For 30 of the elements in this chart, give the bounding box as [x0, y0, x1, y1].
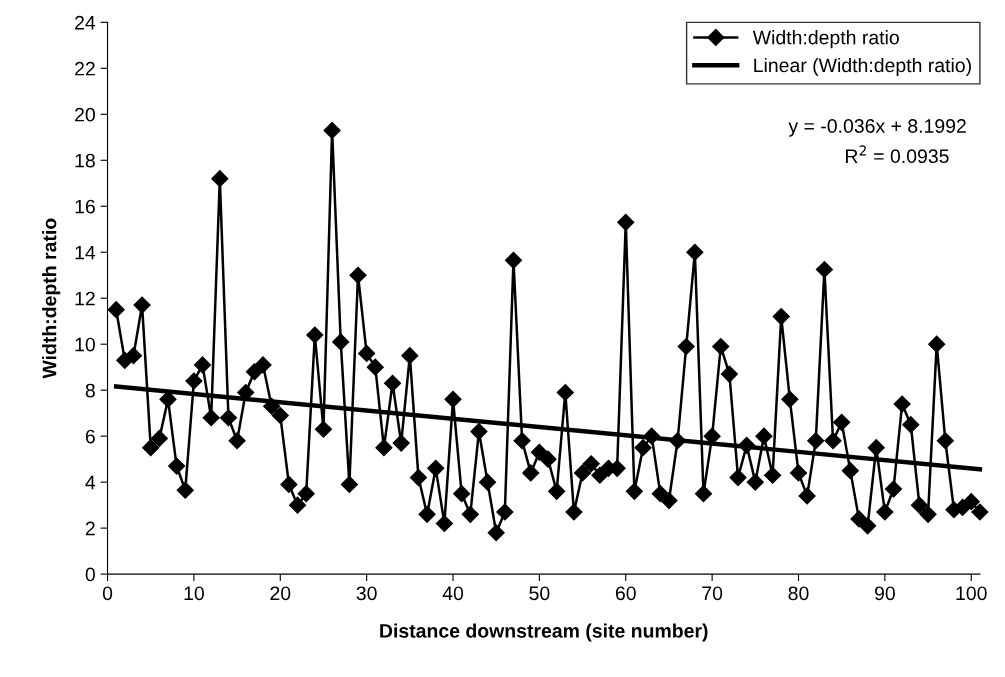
x-tick-label: 40 [442, 586, 464, 601]
y-tick-label: 20 [75, 107, 95, 122]
y-tick-label: 22 [75, 61, 95, 76]
y-tick-label: 2 [85, 521, 95, 536]
x-tick-label: 20 [270, 586, 291, 601]
y-tick-label: 8 [85, 383, 95, 398]
y-tick-label: 6 [85, 429, 95, 444]
x-tick-label: 60 [615, 586, 636, 601]
y-tick-label: 24 [75, 15, 96, 30]
annotation: R$^{2}$ = 0.0935 [846, 145, 949, 164]
x-tick-label: 10 [184, 586, 204, 601]
y-tick-label: 14 [75, 245, 96, 260]
x-axis-title: Distance downstream (site number) [380, 623, 708, 642]
x-tick-label: 80 [788, 586, 809, 601]
x-tick-label: 70 [702, 586, 723, 601]
x-tick-label: 30 [356, 586, 377, 601]
y-tick-label: 0 [85, 567, 95, 582]
y-axis-title: Width:depth ratio [42, 218, 61, 379]
y-tick-label: 18 [75, 153, 95, 168]
legend-label: Linear (Width:depth ratio) [754, 57, 971, 77]
y-tick-label: 4 [85, 475, 96, 490]
x-tick-label: 0 [102, 586, 113, 601]
x-tick-label: 50 [529, 586, 550, 601]
annotation: y = -0.036x + 8.1992 [788, 119, 966, 137]
x-tick-label: 90 [874, 586, 895, 601]
y-tick-label: 16 [75, 199, 95, 214]
y-tick-label: 10 [75, 337, 95, 352]
x-tick-label: 100 [956, 586, 987, 601]
legend-label: Width:depth ratio [752, 30, 899, 49]
y-tick-label: 12 [75, 291, 95, 306]
